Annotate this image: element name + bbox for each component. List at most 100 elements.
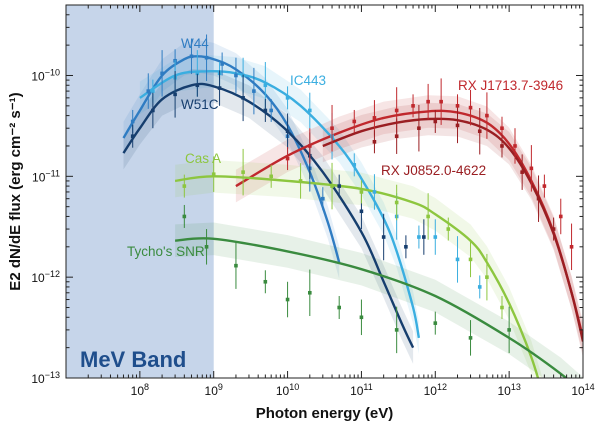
- cas-a-data-point: [500, 305, 504, 310]
- rx-j1713-7-3946-data-point: [513, 144, 517, 148]
- tycho-s-snr-data-point: [308, 290, 312, 295]
- w51c-data-point: [337, 184, 341, 188]
- cas-a-data-point: [359, 190, 364, 194]
- w51c-data-point: [151, 108, 155, 113]
- ic443-confidence-band: [139, 55, 419, 355]
- ic443-label: IC443: [290, 73, 326, 88]
- x-tick-label: 1011: [350, 382, 373, 398]
- ic443-data-point: [285, 96, 290, 100]
- ic443-data-point: [352, 163, 357, 167]
- ic443-data-point: [308, 108, 312, 113]
- rx-j0852-0-4622-data-point: [477, 129, 482, 134]
- rx-j0852-0-4622-label: RX J0852.0-4622: [381, 163, 486, 178]
- ic443-data-point: [263, 83, 268, 88]
- x-tick-label: 108: [131, 382, 149, 398]
- w44-data-point: [160, 71, 164, 76]
- ic443-data-point: [455, 257, 460, 262]
- rx-j1713-7-3946-data-point: [308, 144, 312, 148]
- x-tick-label: 109: [205, 382, 223, 398]
- rx-j0852-0-4622-data-point: [551, 227, 556, 231]
- rx-j1713-7-3946-data-point: [426, 99, 430, 104]
- mev-band-label: MeV Band: [80, 347, 186, 372]
- w44-label: W44: [181, 36, 209, 51]
- rx-j1713-7-3946-data-point: [485, 113, 489, 118]
- w44-data-point: [220, 62, 224, 66]
- tycho-s-snr-data-point: [433, 321, 438, 325]
- w51c-label: W51C: [181, 97, 219, 112]
- rx-j1713-7-3946-data-point: [439, 99, 443, 104]
- w44-model-curve: [122, 55, 341, 263]
- y-tick-label: 10−12: [31, 269, 60, 285]
- w44-data-point: [130, 119, 135, 124]
- w51c-data-point: [404, 245, 408, 249]
- rx-j1713-7-3946-data-point: [455, 104, 460, 108]
- rx-j1713-7-3946-data-point: [500, 126, 504, 131]
- cas-a-data-point: [426, 214, 430, 219]
- w44-data-point: [252, 89, 256, 93]
- y-tick-label: 10−13: [31, 370, 60, 386]
- ic443-data-point: [151, 89, 155, 93]
- rx-j0852-0-4622-confidence-band: [322, 102, 583, 358]
- axis-ticks: [65, 4, 584, 379]
- tycho-s-snr-data-point: [507, 328, 511, 332]
- series-labels: W44 IC443 W51C RX J1713.7-3946 RX J0852.0-46…: [127, 36, 563, 259]
- cas-a-data-point: [394, 200, 399, 205]
- w51c-data-point: [130, 134, 135, 138]
- y-tick-label: 10−11: [32, 168, 60, 184]
- w51c-data-point: [381, 235, 386, 239]
- cas-a-data-point: [269, 174, 273, 179]
- w51c-data-point: [195, 83, 200, 88]
- y-axis-title: E2 dN/dE flux (erg cm⁻² s⁻¹): [7, 92, 24, 290]
- rx-j0852-0-4622-data-point: [536, 196, 541, 201]
- cas-a-data-point: [182, 184, 187, 188]
- tycho-s-snr-label: Tycho's SNR: [127, 244, 205, 259]
- tycho-s-snr-data-point: [468, 336, 473, 340]
- x-tick-label: 1013: [497, 382, 520, 398]
- ic443-data-point: [195, 71, 200, 76]
- rx-j1713-7-3946-data-point: [411, 104, 415, 108]
- rx-j0852-0-4622-data-point: [372, 139, 377, 144]
- mev-band-region: [66, 5, 214, 378]
- cas-a-data-point: [241, 170, 245, 174]
- cas-a-model-curve: [174, 175, 540, 378]
- cas-a-data-point: [330, 184, 334, 188]
- axis-tick-labels: 108 109 1010 1011 1012 1013 1014 10−13 10−12 10−1…: [31, 67, 594, 398]
- w51c-data-point: [173, 92, 177, 97]
- tycho-s-snr-model-curve: [175, 237, 568, 378]
- w51c-data-point: [263, 108, 268, 113]
- w44-data-point: [321, 196, 325, 201]
- ic443-model-curve: [139, 70, 421, 339]
- ic443-data-point: [417, 235, 421, 239]
- w51c-data-point: [241, 96, 245, 100]
- tycho-s-snr-data-point: [359, 315, 364, 320]
- x-tick-label: 1014: [571, 382, 594, 398]
- rx-j1713-7-3946-label: RX J1713.7-3946: [458, 78, 563, 93]
- w44-data-point: [146, 89, 151, 93]
- tycho-s-snr-data-point: [182, 214, 187, 219]
- w51c-data-point: [359, 209, 364, 214]
- w44-data-point: [204, 55, 209, 60]
- x-tick-label: 1010: [276, 382, 299, 398]
- w51c-data-point: [422, 235, 426, 239]
- tycho-s-snr-data-point: [234, 263, 238, 268]
- cas-a-data-point: [298, 179, 303, 183]
- w44-data-point: [189, 54, 194, 59]
- rx-j1713-7-3946-data-point: [394, 108, 399, 113]
- w44-confidence-band: [123, 40, 340, 279]
- ic443-data-point: [372, 190, 377, 194]
- cas-a-data-point: [446, 227, 451, 231]
- rx-j0852-0-4622-data-point: [520, 170, 524, 174]
- rx-j1713-7-3946-data-point: [529, 166, 534, 171]
- w51c-data-point: [285, 129, 290, 134]
- tycho-s-snr-confidence-band: [175, 222, 583, 378]
- rx-j0852-0-4622-data-point: [500, 144, 504, 148]
- rx-j1713-7-3946-data-point: [372, 116, 377, 120]
- cas-a-data-point: [468, 257, 473, 262]
- x-axis-title: Photon energy (eV): [256, 405, 394, 422]
- tycho-s-snr-data-point: [337, 305, 341, 310]
- cas-a-confidence-band: [175, 160, 543, 378]
- rx-j1713-7-3946-data-point: [330, 126, 334, 131]
- rx-j0852-0-4622-data-point: [433, 119, 438, 124]
- cas-a-data-point: [211, 172, 216, 176]
